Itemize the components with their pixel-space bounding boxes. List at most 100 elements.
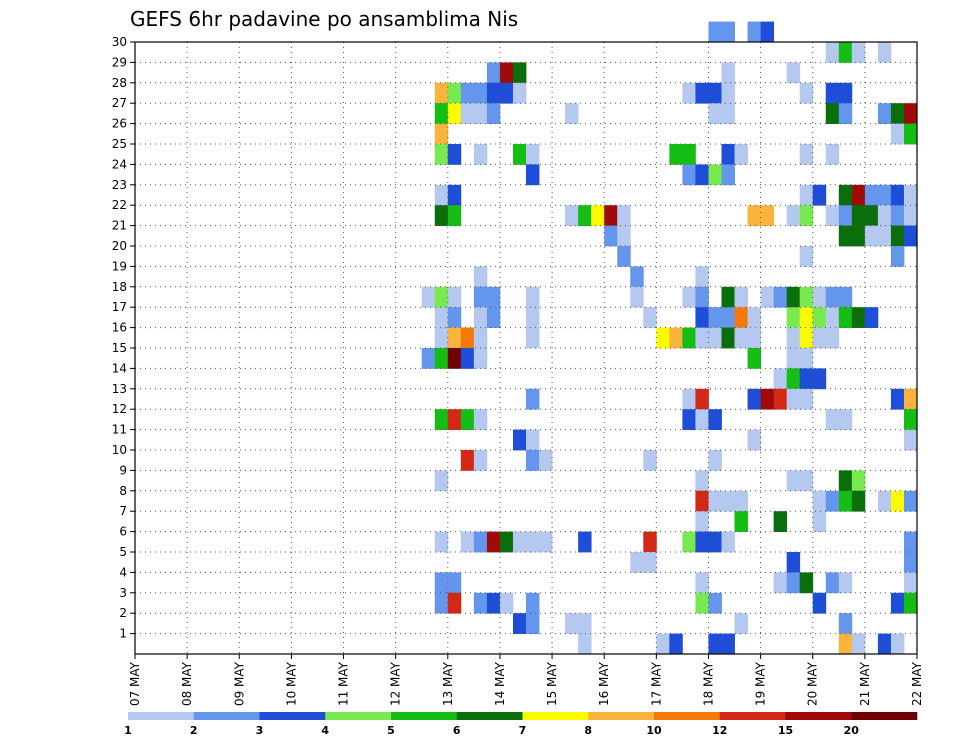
heatmap-cell	[721, 327, 735, 349]
heatmap-cell	[786, 286, 801, 308]
heatmap-cell	[760, 205, 775, 226]
heatmap-cell	[812, 511, 827, 532]
heatmap-cell	[786, 552, 801, 573]
y-tick-label: 19	[112, 259, 127, 273]
heatmap-cell	[526, 144, 540, 165]
heatmap-cell	[825, 572, 840, 594]
grid-lines	[135, 42, 917, 654]
colorbar-segment	[325, 712, 392, 720]
heatmap-cell	[512, 82, 527, 104]
heatmap-cell	[747, 388, 761, 410]
heatmap-cell	[708, 633, 722, 655]
chart-title: GEFS 6hr padavine po ansamblima Nis	[130, 7, 518, 31]
y-tick-label: 2	[119, 606, 127, 620]
x-tick-label: 21 MAY	[858, 661, 872, 706]
heatmap-cell	[838, 633, 853, 655]
heatmap-cell	[499, 592, 514, 614]
heatmap-cell	[864, 307, 879, 328]
heatmap-cell	[434, 327, 449, 349]
heatmap-cell	[799, 205, 814, 226]
heatmap-cell	[460, 103, 475, 124]
heatmap-cell	[812, 307, 827, 328]
heatmap-cell	[799, 327, 814, 349]
heatmap-cell	[447, 184, 462, 206]
heatmap-cell	[695, 286, 709, 308]
heatmap-cell	[812, 368, 827, 390]
heatmap-cell	[864, 225, 879, 247]
heatmap-cell	[721, 103, 735, 124]
y-tick-label: 4	[119, 565, 127, 579]
heatmap-cell	[682, 144, 696, 165]
heatmap-cell	[630, 552, 644, 573]
heatmap-cell	[734, 307, 748, 328]
x-tick-label: 08 MAY	[180, 661, 194, 706]
colorbar-label: 6	[453, 724, 461, 737]
heatmap-cell	[473, 592, 488, 614]
y-tick-label: 23	[112, 178, 127, 192]
y-tick-label: 29	[112, 55, 127, 69]
heatmap-cells	[421, 21, 918, 655]
heatmap-cell	[760, 286, 775, 308]
heatmap-cell	[708, 21, 722, 43]
heatmap-cell	[539, 531, 553, 553]
heatmap-cell	[473, 348, 488, 369]
heatmap-cell	[473, 409, 488, 430]
heatmap-cell	[526, 164, 540, 186]
x-axis-ticks: 07 MAY 08 MAY 09 MAY 10 MAY 11 MAY 12 MAY 13 M…	[128, 654, 924, 706]
heatmap-cell	[526, 450, 540, 471]
heatmap-cell	[890, 184, 905, 206]
heatmap-cell	[473, 144, 488, 165]
heatmap-cell	[682, 409, 696, 430]
heatmap-cell	[695, 82, 709, 104]
heatmap-cell	[604, 205, 618, 226]
heatmap-cell	[460, 327, 475, 349]
heatmap-cell	[630, 266, 644, 288]
heatmap-cell	[447, 327, 462, 349]
heatmap-cell	[903, 225, 918, 247]
heatmap-cell	[486, 62, 501, 84]
heatmap-cell	[747, 429, 761, 451]
heatmap-cell	[773, 368, 788, 390]
heatmap-cell	[786, 388, 801, 410]
heatmap-cell	[799, 572, 814, 594]
colorbar-segment	[259, 712, 326, 720]
heatmap-cell	[434, 103, 449, 124]
heatmap-cell	[812, 327, 827, 349]
heatmap-cell	[512, 531, 527, 553]
heatmap-cell	[838, 103, 853, 124]
heatmap-cell	[825, 307, 840, 328]
heatmap-cell	[825, 286, 840, 308]
heatmap-cell	[747, 21, 761, 43]
heatmap-cell	[747, 205, 761, 226]
heatmap-cell	[903, 103, 918, 124]
heatmap-cell	[721, 286, 735, 308]
heatmap-cell	[434, 409, 449, 430]
y-tick-label: 18	[112, 280, 127, 294]
colorbar-segment	[719, 712, 786, 720]
heatmap-cell	[473, 286, 488, 308]
heatmap-cell	[838, 613, 853, 634]
heatmap-cell	[786, 327, 801, 349]
heatmap-cell	[682, 164, 696, 186]
y-tick-label: 10	[112, 443, 127, 457]
heatmap-cell	[721, 531, 735, 553]
heatmap-cell	[734, 613, 748, 634]
heatmap-cell	[786, 470, 801, 492]
heatmap-cell	[486, 307, 501, 328]
colorbar-label: 5	[387, 724, 395, 737]
heatmap-cell	[903, 531, 918, 553]
colorbar-label: 15	[778, 724, 793, 737]
heatmap-cell	[721, 21, 735, 43]
heatmap-cell	[799, 470, 814, 492]
y-axis-ticks: 1234567891011121314151617181920212223242…	[112, 35, 135, 641]
heatmap-cell	[903, 592, 918, 614]
y-tick-label: 9	[119, 463, 127, 477]
heatmap-cell	[734, 144, 748, 165]
heatmap-cell	[695, 327, 709, 349]
heatmap-cell	[578, 633, 592, 655]
heatmap-cell	[786, 368, 801, 390]
y-tick-label: 13	[112, 382, 127, 396]
x-tick-label: 14 MAY	[493, 661, 507, 706]
heatmap-cell	[838, 307, 853, 328]
